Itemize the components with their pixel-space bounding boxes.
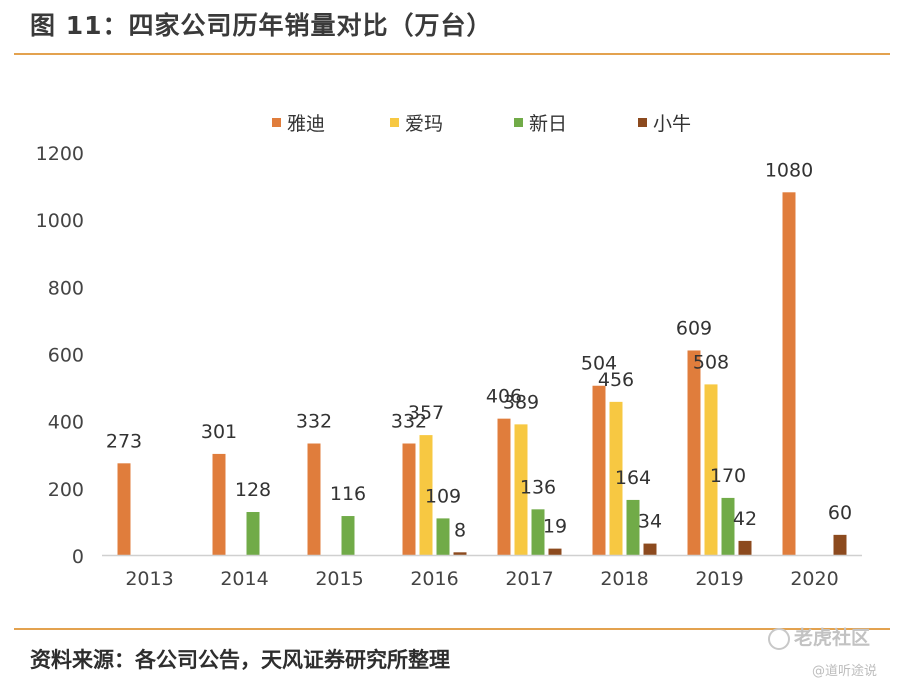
legend-label: 小牛 [653,113,691,135]
y-axis: 0 200 400 600 800 1000 1200 [36,143,84,568]
top-divider [14,53,890,55]
bar [212,453,226,555]
bar [548,548,562,555]
bar [341,516,355,555]
watermark-text: 老虎社区 [794,627,871,649]
bar [307,443,321,555]
bar [436,518,450,555]
x-tick-label: 2018 [600,568,648,590]
bar-chart: 雅迪 爱玛 新日 小牛 0 200 400 600 800 1000 1200 273 301 332… [36,113,862,590]
bar [721,497,735,555]
bars [117,192,847,556]
x-tick-label: 2016 [410,568,458,590]
bar [419,435,433,555]
data-label: 136 [520,476,556,498]
data-label: 34 [638,511,662,533]
data-label: 109 [425,485,461,507]
bottom-divider [14,628,890,630]
data-label: 609 [676,317,712,339]
x-tick-label: 2017 [505,568,553,590]
x-tick-label: 2015 [315,568,363,590]
legend: 雅迪 爱玛 新日 小牛 [272,113,691,135]
bar [592,385,606,555]
legend-label: 新日 [529,113,567,135]
data-label: 332 [296,411,332,433]
bar [626,499,640,555]
bar [497,418,511,555]
data-label: 332 [391,411,427,433]
x-axis: 2013 2014 2015 2016 2017 2018 2019 2020 [102,554,862,590]
x-tick-label: 2019 [695,568,743,590]
bar [609,401,623,555]
bar [453,552,467,555]
data-label: 116 [330,483,366,505]
bar [643,543,657,555]
data-label: 8 [454,519,466,541]
bar [833,534,847,555]
bar [738,540,752,555]
data-label: 504 [581,353,617,375]
data-label: 406 [486,386,522,408]
y-tick-label: 200 [48,479,84,501]
data-label: 357 [408,402,444,424]
bar [531,509,545,555]
data-labels: 273 301 332 332 406 504 609 1080 357 389 456 508 128… [106,159,852,541]
data-label: 273 [106,430,142,452]
y-tick-label: 400 [48,412,84,434]
x-tick-label: 2014 [220,568,268,590]
data-label: 508 [693,351,729,373]
y-tick-label: 800 [48,277,84,299]
legend-label: 爱玛 [405,113,443,135]
data-label: 19 [543,516,567,538]
bar [514,424,528,555]
data-label: 170 [710,465,746,487]
y-tick-label: 600 [48,345,84,367]
data-label: 456 [598,369,634,391]
x-tick-label: 2013 [125,568,173,590]
x-tick-label: 2020 [790,568,838,590]
watermark-logo-icon [768,627,790,650]
data-label: 60 [828,502,852,524]
legend-label: 雅迪 [287,113,325,135]
data-label: 1080 [765,159,813,181]
legend-swatch [272,118,281,127]
data-label: 301 [201,421,237,443]
data-label: 164 [615,467,651,489]
y-tick-label: 1200 [36,143,84,165]
legend-swatch [390,118,399,127]
watermark: 老虎社区 [768,623,870,650]
bar [687,350,701,555]
data-label: 389 [503,391,539,413]
bar [782,192,796,556]
data-label: 42 [733,508,757,530]
bar [246,512,260,555]
y-tick-label: 0 [72,546,84,568]
watermark-handle: @道听途说 [812,664,878,679]
bar [402,443,416,555]
bar [704,384,718,555]
chart-title: 图 11：四家公司历年销量对比（万台） [30,11,493,40]
y-tick-label: 1000 [36,210,84,232]
legend-swatch [514,118,523,127]
bar [117,463,131,555]
legend-swatch [638,118,647,127]
source-note: 资料来源：各公司公告，天风证券研究所整理 [30,648,450,672]
data-label: 128 [235,479,271,501]
